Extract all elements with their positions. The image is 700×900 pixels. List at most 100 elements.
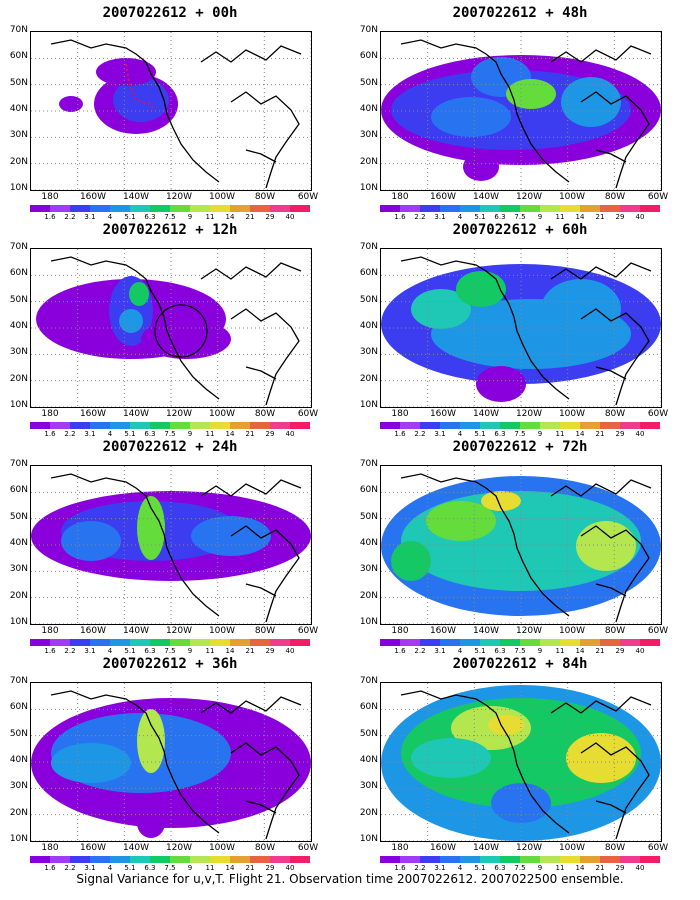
colorbar-swatch <box>230 856 250 863</box>
colorbar-swatch <box>110 856 130 863</box>
lat-label: 30N <box>9 564 28 575</box>
panel-title: 2007022612 + 72h <box>452 439 588 455</box>
colorbar-label: 9 <box>537 647 543 655</box>
colorbar-swatch <box>290 422 310 429</box>
lon-label: 160W <box>79 626 107 636</box>
colorbar-swatch <box>460 856 480 863</box>
colorbar-label: 14 <box>225 430 235 438</box>
variance-contour <box>566 733 636 783</box>
lon-label: 120W <box>515 843 543 853</box>
colorbar-swatch <box>420 422 440 429</box>
colorbar-label: 14 <box>575 430 585 438</box>
lon-label: 160W <box>429 192 457 202</box>
colorbar-swatch <box>600 422 620 429</box>
variance-contour <box>481 491 521 511</box>
colorbar-swatch <box>250 205 270 212</box>
colorbar-swatch <box>70 205 90 212</box>
map-panel: 2007022612 + 12h 70N 60N 50N 40N 30N 20N 10N 180… <box>0 222 340 438</box>
colorbar-swatch <box>230 639 250 646</box>
colorbar-label: 40 <box>635 864 645 872</box>
colorbar-swatch <box>290 856 310 863</box>
lon-label: 100W <box>558 409 586 419</box>
lon-label: 60W <box>647 843 669 853</box>
colorbar-swatch <box>460 422 480 429</box>
colorbar-label: 21 <box>245 647 255 655</box>
colorbar-label: 4 <box>457 430 463 438</box>
lat-label: 20N <box>359 156 378 167</box>
variance-contour <box>456 271 506 307</box>
colorbar-swatch <box>130 422 150 429</box>
lat-label: 20N <box>9 156 28 167</box>
colorbar-label: 7.5 <box>164 430 176 438</box>
colorbar-swatch <box>500 639 520 646</box>
colorbar-label: 21 <box>595 430 605 438</box>
colorbar-swatch <box>500 856 520 863</box>
lat-label: 60N <box>359 485 378 496</box>
variance-map <box>30 682 312 842</box>
colorbar-swatch <box>210 422 230 429</box>
lat-label: 20N <box>359 373 378 384</box>
colorbar-swatch <box>50 639 70 646</box>
colorbar-label: 11 <box>205 213 215 221</box>
lon-label: 120W <box>165 626 193 636</box>
colorbar-label: 21 <box>595 647 605 655</box>
colorbar-label: 1.6 <box>44 430 56 438</box>
colorbar-label: 14 <box>575 864 585 872</box>
colorbar-swatch <box>440 205 460 212</box>
colorbar-swatch <box>640 639 660 646</box>
colorbar-swatch <box>190 205 210 212</box>
colorbar-swatch <box>480 422 500 429</box>
colorbar-swatch <box>380 856 400 863</box>
colorbar-swatch <box>170 639 190 646</box>
lat-label: 10N <box>9 834 28 844</box>
colorbar-swatch <box>620 856 640 863</box>
panel-title: 2007022612 + 84h <box>452 656 588 672</box>
lon-label: 140W <box>122 843 150 853</box>
colorbar-label: 29 <box>265 647 275 655</box>
lon-label: 60W <box>297 843 319 853</box>
lat-label: 20N <box>359 590 378 601</box>
variance-contour <box>463 153 499 181</box>
lat-label: 50N <box>359 728 378 739</box>
variance-contour <box>59 96 83 112</box>
colorbar-label: 7.5 <box>164 213 176 221</box>
lat-label: 30N <box>359 130 378 141</box>
colorbar-swatch <box>600 639 620 646</box>
colorbar-label: 40 <box>285 430 295 438</box>
lat-label: 70N <box>9 25 28 35</box>
colorbar-label: 1.6 <box>44 647 56 655</box>
lon-label: 180 <box>41 409 59 419</box>
lon-label: 60W <box>297 409 319 419</box>
colorbar-swatch <box>270 205 290 212</box>
colorbar-label: 21 <box>595 864 605 872</box>
colorbar-label: 2.2 <box>64 864 76 872</box>
coastline <box>50 39 302 189</box>
colorbar-label: 2.2 <box>414 213 426 221</box>
colorbar-label: 3.1 <box>434 864 446 872</box>
variance-map <box>380 465 662 625</box>
lat-label: 30N <box>9 347 28 358</box>
colorbar-label: 7.5 <box>164 647 176 655</box>
map-panel: 2007022612 + 84h 70N 60N 50N 40N 30N 20N 10N 180… <box>350 656 690 872</box>
colorbar-swatch <box>400 422 420 429</box>
colorbar-label: 6.3 <box>494 213 506 221</box>
colorbar-swatch <box>90 422 110 429</box>
colorbar <box>380 639 660 646</box>
lat-label: 50N <box>359 77 378 88</box>
lat-label: 10N <box>359 617 378 627</box>
colorbar-swatch <box>400 639 420 646</box>
colorbar-swatch <box>50 205 70 212</box>
variance-contour <box>411 738 491 778</box>
variance-contour <box>129 282 149 306</box>
colorbar <box>30 422 310 429</box>
colorbar-label: 29 <box>615 647 625 655</box>
colorbar-swatch <box>210 205 230 212</box>
colorbar-swatch <box>440 422 460 429</box>
lon-label: 60W <box>647 409 669 419</box>
variance-map <box>380 682 662 842</box>
colorbar-swatch <box>50 856 70 863</box>
lon-label: 180 <box>41 192 59 202</box>
variance-contour <box>137 709 165 773</box>
lat-label: 70N <box>359 25 378 35</box>
colorbar <box>380 422 660 429</box>
